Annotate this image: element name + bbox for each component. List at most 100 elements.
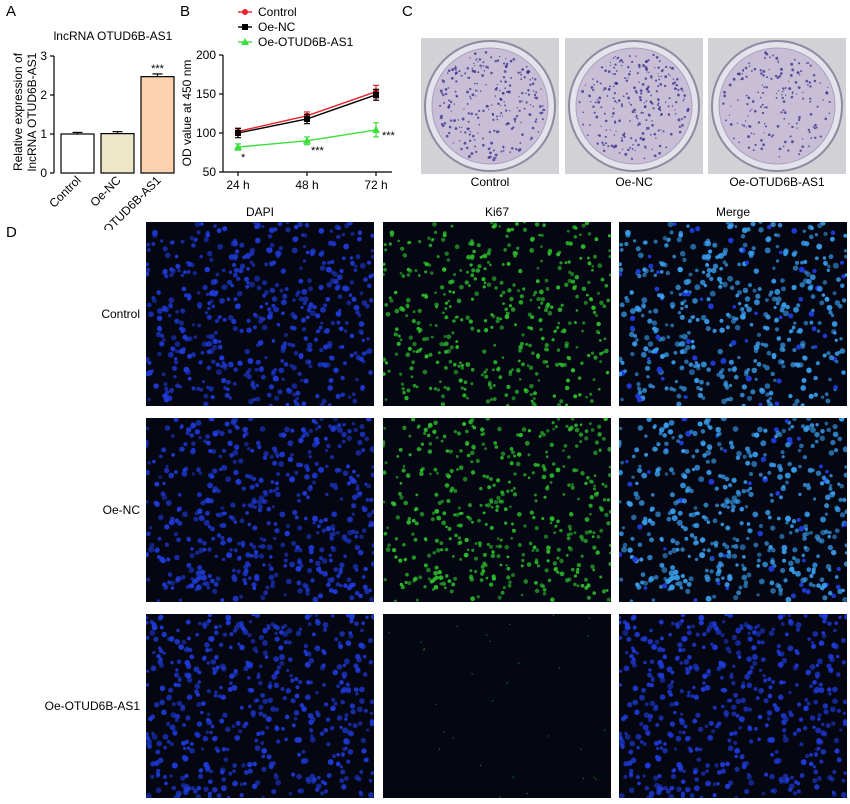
cell-nucleus [465, 315, 470, 320]
cell-nucleus [694, 361, 699, 365]
row-label: Control [101, 307, 140, 321]
colony-dot [467, 120, 470, 123]
cell-nucleus [290, 453, 294, 457]
cell-nucleus [355, 530, 359, 535]
cell-nucleus [706, 628, 710, 633]
colony-dot [799, 149, 802, 152]
cell-nucleus [567, 260, 571, 264]
cell-nucleus [309, 558, 314, 563]
cell-nucleus [219, 685, 223, 690]
cell-nucleus [289, 363, 293, 368]
cell-nucleus [819, 481, 825, 486]
cell-nucleus [595, 329, 600, 334]
cell-nucleus [335, 393, 341, 399]
colony-dot [525, 92, 527, 95]
cell-nucleus [161, 372, 166, 377]
cell-nucleus [645, 731, 651, 736]
cell-nucleus [543, 495, 547, 499]
cell-nucleus [394, 537, 399, 541]
colony-dot [500, 80, 502, 83]
cell-nucleus [355, 354, 362, 361]
cell-nucleus [762, 363, 766, 368]
cell-nucleus [252, 586, 257, 591]
cell-nucleus [232, 272, 238, 278]
cell-nucleus [279, 511, 286, 518]
cell-nucleus [774, 706, 780, 712]
cell-nucleus [315, 393, 320, 399]
cell-nucleus [737, 355, 741, 360]
colony-dot [776, 76, 780, 79]
cell-nucleus [257, 444, 262, 450]
cell-nucleus [670, 565, 676, 571]
cell-nucleus [230, 283, 235, 288]
cell-nucleus [493, 441, 498, 445]
cell-nucleus [206, 250, 213, 257]
cell-nucleus [463, 552, 469, 558]
cell-nucleus [349, 619, 354, 624]
cell-nucleus [506, 575, 511, 580]
cell-nucleus [326, 582, 331, 588]
cell-nucleus [599, 360, 603, 364]
cell-nucleus [663, 577, 668, 581]
cell-nucleus [663, 262, 668, 268]
cell-nucleus [156, 315, 163, 321]
colony-dot [454, 127, 458, 130]
cell-nucleus [341, 784, 347, 790]
cell-nucleus [225, 620, 231, 626]
cell-nucleus [741, 227, 748, 234]
cell-nucleus [343, 583, 348, 588]
cell-nucleus [363, 566, 368, 572]
cell-nucleus [436, 515, 442, 521]
cell-nucleus [273, 522, 278, 526]
cell-nucleus [163, 397, 170, 403]
cell-nucleus [640, 313, 645, 318]
colony-dot [815, 126, 818, 129]
cell-nucleus [779, 307, 785, 313]
colony-dot [529, 83, 532, 86]
cell-nucleus [755, 696, 760, 701]
cell-nucleus [424, 270, 428, 274]
cell-nucleus [363, 654, 367, 659]
colony-dot [531, 126, 535, 130]
cell-nucleus [679, 689, 684, 694]
colony-dot [683, 94, 687, 97]
cell-nucleus [695, 317, 700, 322]
cell-nucleus [796, 303, 801, 308]
cell-nucleus [666, 516, 672, 522]
cell-nucleus [674, 656, 680, 661]
cell-nucleus [383, 372, 386, 376]
colony-dot [757, 121, 761, 124]
cell-nucleus [767, 470, 772, 475]
cell-nucleus [160, 334, 165, 338]
colony-dot [669, 75, 671, 77]
cell-nucleus [227, 429, 233, 434]
colony-dot [482, 109, 485, 113]
cell-nucleus [728, 483, 733, 488]
cell-nucleus [152, 459, 156, 464]
colony-dot [607, 87, 611, 91]
cell-nucleus [760, 657, 766, 662]
colony-dot [485, 104, 489, 108]
cell-nucleus [338, 308, 342, 313]
cell-nucleus [176, 628, 180, 633]
colony-dot [656, 98, 660, 101]
cell-nucleus [727, 549, 731, 554]
cell-nucleus [339, 680, 344, 685]
cell-nucleus [597, 387, 601, 391]
cell-nucleus [526, 792, 529, 795]
cell-nucleus [312, 632, 316, 637]
cell-nucleus [371, 543, 374, 548]
cell-nucleus [146, 577, 151, 582]
cell-nucleus [669, 492, 675, 498]
cell-nucleus [770, 789, 775, 793]
cell-nucleus [210, 659, 217, 665]
cell-nucleus [336, 320, 341, 325]
cell-nucleus [797, 327, 803, 334]
colony-dot [493, 129, 496, 132]
cell-nucleus [471, 520, 474, 524]
cell-nucleus [685, 468, 691, 474]
cell-nucleus [568, 241, 573, 246]
cell-nucleus [210, 299, 214, 303]
cell-nucleus [247, 633, 252, 638]
colony-dot [637, 122, 641, 126]
